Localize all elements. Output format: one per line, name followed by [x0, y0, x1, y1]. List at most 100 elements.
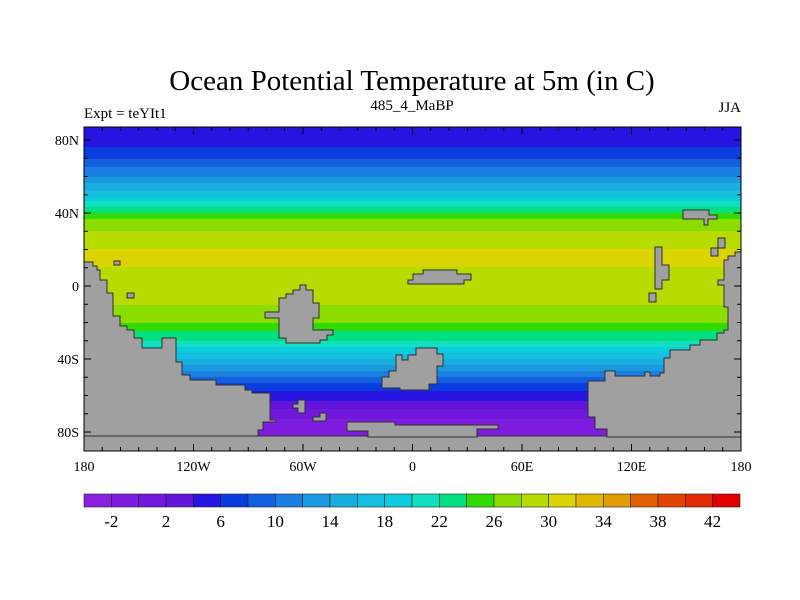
- temperature-band: [84, 397, 741, 400]
- temperature-band: [84, 213, 741, 216]
- land-equatorial-island: [407, 269, 472, 285]
- colorbar-box: [384, 493, 413, 508]
- temperature-band: [84, 165, 741, 168]
- colorbar-label: 14: [322, 512, 340, 531]
- colorbar-box: [439, 493, 467, 508]
- colorbar-label: 22: [431, 512, 448, 531]
- temperature-band: [84, 295, 741, 298]
- colorbar-box: [548, 493, 577, 508]
- temperature-band: [84, 261, 741, 264]
- temperature-band: [84, 321, 741, 324]
- temperature-band: [84, 185, 741, 188]
- land-west-continent: [84, 261, 277, 438]
- temperature-band: [84, 245, 741, 248]
- temperature-band: [84, 237, 741, 240]
- temperature-band: [84, 335, 741, 338]
- temperature-band: [84, 401, 741, 404]
- y-tick-label: 40N: [55, 207, 79, 222]
- colorbar-label: 18: [376, 512, 393, 531]
- temperature-band: [84, 393, 741, 396]
- colorbar-box: [685, 493, 713, 508]
- temperature-band: [84, 203, 741, 206]
- temperature-band: [84, 189, 741, 192]
- temperature-band: [84, 229, 741, 232]
- land-islet: [312, 412, 327, 422]
- run-label: 485_4_MaBP: [370, 98, 453, 114]
- temperature-band: [84, 331, 741, 334]
- temperature-band: [84, 285, 741, 288]
- temperature-band: [84, 417, 741, 420]
- y-tick-label: 80S: [57, 426, 79, 441]
- chart-title: Ocean Potential Temperature at 5m (in C): [169, 65, 654, 97]
- x-tick-label: 120E: [617, 460, 647, 475]
- temperature-band: [84, 307, 741, 310]
- temperature-band: [84, 211, 741, 214]
- land-thin-island: [654, 246, 670, 290]
- temperature-band: [84, 287, 741, 290]
- land-islet: [710, 247, 719, 257]
- temperature-band: [84, 209, 741, 212]
- temperature-band: [84, 187, 741, 190]
- temperature-band: [84, 263, 741, 266]
- temperature-band: [84, 219, 741, 222]
- land-islet: [113, 260, 121, 266]
- temperature-band: [84, 253, 741, 256]
- temperature-band: [84, 349, 741, 352]
- temperature-band: [84, 143, 741, 146]
- temperature-band: [84, 415, 741, 418]
- colorbar-box: [83, 493, 112, 508]
- temperature-band: [84, 141, 741, 144]
- colorbar-box: [712, 493, 741, 508]
- temperature-band: [84, 163, 741, 166]
- colorbar-box: [630, 493, 659, 508]
- temperature-band: [84, 339, 741, 342]
- temperature-band: [84, 205, 741, 208]
- x-tick-label: 60W: [289, 460, 317, 475]
- temperature-band: [84, 139, 741, 142]
- temperature-band: [84, 179, 741, 182]
- temperature-band: [84, 233, 741, 236]
- temperature-band: [84, 207, 741, 210]
- temperature-band: [84, 327, 741, 330]
- colorbar-label: 30: [540, 512, 557, 531]
- colorbar-box: [575, 493, 604, 508]
- temperature-band: [84, 351, 741, 354]
- temperature-band: [84, 323, 741, 326]
- colorbar-label: -2: [104, 512, 118, 531]
- colorbar-box: [521, 493, 549, 508]
- temperature-band: [84, 255, 741, 258]
- x-tick-label: 60E: [511, 460, 534, 475]
- temperature-band: [84, 409, 741, 412]
- temperature-band: [84, 297, 741, 300]
- temperature-band: [84, 161, 741, 164]
- colorbar-box: [165, 493, 194, 508]
- temperature-band: [84, 195, 741, 198]
- land-northeast-island: [682, 209, 718, 226]
- temperature-band: [84, 147, 741, 150]
- temperature-band: [84, 223, 741, 226]
- temperature-band: [84, 149, 741, 152]
- temperature-band: [84, 217, 741, 220]
- temperature-band: [84, 325, 741, 328]
- temperature-band: [84, 405, 741, 408]
- temperature-band: [84, 249, 741, 252]
- temperature-band: [84, 309, 741, 312]
- temperature-band: [84, 313, 741, 316]
- x-tick-label: 120W: [176, 460, 211, 475]
- temperature-band: [84, 311, 741, 314]
- colorbar-box: [220, 493, 249, 508]
- temperature-band: [84, 265, 741, 268]
- temperature-band: [84, 243, 741, 246]
- colorbar-label: 38: [650, 512, 667, 531]
- temperature-band: [84, 221, 741, 224]
- temperature-band: [84, 145, 741, 148]
- temperature-band: [84, 301, 741, 304]
- temperature-band: [84, 333, 741, 336]
- colorbar-box: [329, 493, 358, 508]
- season-label: JJA: [718, 100, 741, 116]
- experiment-label: Expt = teYIt1: [84, 106, 167, 122]
- temperature-band: [84, 267, 741, 270]
- colorbar-box: [603, 493, 631, 508]
- temperature-band: [84, 169, 741, 172]
- temperature-band: [84, 319, 741, 322]
